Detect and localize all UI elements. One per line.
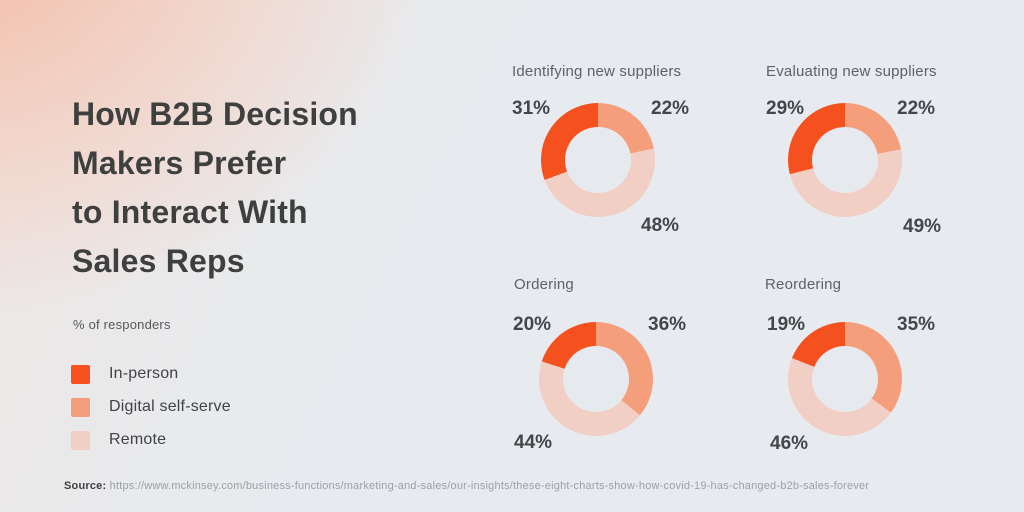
digital-self-serve-swatch-icon xyxy=(71,397,90,417)
chart-title: Identifying new suppliers xyxy=(512,63,682,80)
donut-chart-identifying-new-suppliers: Identifying new suppliers 31% 22% 48% xyxy=(510,56,745,261)
in-person-swatch-icon xyxy=(71,364,90,384)
in-person-value-label: 31% xyxy=(512,98,551,119)
donut-hole xyxy=(563,346,629,412)
chart-title: Ordering xyxy=(514,276,574,293)
legend: In-person Digital self-serve Remote xyxy=(71,364,231,463)
digital-self-serve-value-label: 22% xyxy=(651,98,690,119)
digital-self-serve-value-label: 35% xyxy=(897,314,936,335)
in-person-value-label: 20% xyxy=(513,314,552,335)
donut-chart-ordering: Ordering 20% 36% 44% xyxy=(510,268,745,473)
donut-ring xyxy=(788,103,902,217)
legend-item-in-person: In-person xyxy=(71,364,231,384)
donut-ring xyxy=(539,322,653,436)
legend-label: In-person xyxy=(109,365,179,382)
source-label: Source: xyxy=(64,480,107,492)
legend-label: Digital self-serve xyxy=(109,398,231,415)
legend-label: Remote xyxy=(109,431,167,448)
donut-hole xyxy=(812,127,878,193)
legend-item-digital-self-serve: Digital self-serve xyxy=(71,397,231,417)
legend-item-remote: Remote xyxy=(71,430,231,450)
chart-title: Reordering xyxy=(765,276,842,293)
digital-self-serve-value-label: 36% xyxy=(648,314,687,335)
page-title: How B2B Decision Makers Prefer to Intera… xyxy=(72,96,358,279)
remote-value-label: 49% xyxy=(903,216,942,237)
source-line: Source: https://www.mckinsey.com/busines… xyxy=(64,480,869,492)
digital-self-serve-value-label: 22% xyxy=(897,98,936,119)
remote-value-label: 46% xyxy=(770,433,809,454)
donut-ring xyxy=(541,103,655,217)
remote-value-label: 44% xyxy=(514,432,553,453)
in-person-value-label: 19% xyxy=(767,314,806,335)
remote-swatch-icon xyxy=(71,430,90,450)
chart-subtitle: % of responders xyxy=(73,317,171,332)
donut-chart-evaluating-new-suppliers: Evaluating new suppliers 29% 22% 49% xyxy=(762,56,997,261)
donut-hole xyxy=(812,346,878,412)
in-person-value-label: 29% xyxy=(766,98,805,119)
donut-hole xyxy=(565,127,631,193)
chart-title: Evaluating new suppliers xyxy=(766,63,937,80)
remote-value-label: 48% xyxy=(641,215,680,236)
donut-chart-reordering: Reordering 19% 35% 46% xyxy=(762,268,997,473)
source-url: https://www.mckinsey.com/business-functi… xyxy=(109,480,870,492)
donut-ring xyxy=(788,322,902,436)
